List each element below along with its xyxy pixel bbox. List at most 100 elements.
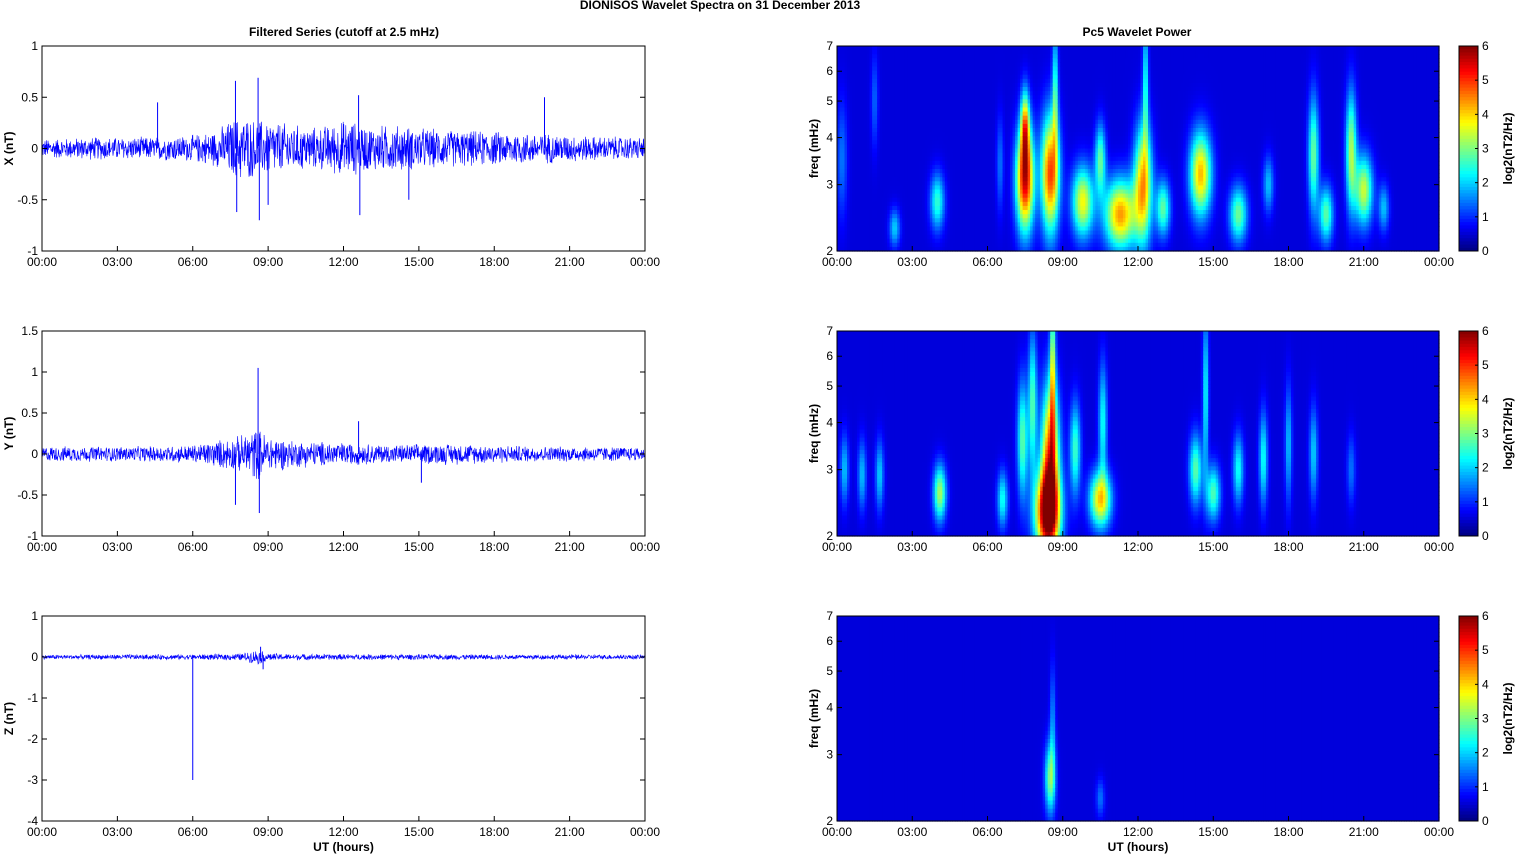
colorbar-tick-label: 1 [1482, 495, 1489, 509]
y-tick-label: -2 [27, 732, 38, 746]
colorbar-tick-label: 2 [1482, 176, 1489, 190]
y-axis-label: freq (mHz) [807, 689, 821, 748]
colorbar-tick-label: 5 [1482, 73, 1489, 87]
right-column-title: Pc5 Wavelet Power [1083, 25, 1192, 39]
x-tick-label: 15:00 [1198, 255, 1228, 269]
y-tick-label: 5 [826, 94, 833, 108]
colorbar-tick-label: 2 [1482, 461, 1489, 475]
colorbar-tick-label: 4 [1482, 677, 1489, 691]
colorbar-label: log2(nT2/Hz) [1501, 398, 1515, 470]
x-tick-label: 21:00 [1349, 540, 1379, 554]
y-tick-label: 3 [826, 178, 833, 192]
y-tick-label: 1 [31, 365, 38, 379]
x-tick-label: 18:00 [1273, 540, 1303, 554]
y-tick-label: 6 [826, 634, 833, 648]
x-tick-label: 21:00 [1349, 825, 1379, 839]
y-axis-label: Z (nT) [2, 702, 16, 735]
x-tick-label: 00:00 [630, 540, 660, 554]
series-trace-y [41, 431, 646, 480]
y-tick-label: 2 [826, 814, 833, 828]
y-tick-label: 0.5 [21, 90, 38, 104]
x-tick-label: 12:00 [1123, 540, 1153, 554]
y-tick-label: -4 [27, 814, 38, 828]
x-tick-label: 09:00 [253, 825, 283, 839]
x-tick-label: 18:00 [479, 540, 509, 554]
x-tick-label: 09:00 [253, 540, 283, 554]
colorbar [1459, 46, 1478, 252]
y-tick-label: 5 [826, 664, 833, 678]
x-tick-label: 00:00 [630, 825, 660, 839]
x-tick-label: 06:00 [972, 540, 1002, 554]
y-tick-label: -3 [27, 773, 38, 787]
colorbar-tick-label: 3 [1482, 142, 1489, 156]
y-tick-label: -1 [27, 529, 38, 543]
colorbar-tick-label: 3 [1482, 712, 1489, 726]
x-tick-label: 21:00 [555, 255, 585, 269]
colorbar-tick-label: 3 [1482, 427, 1489, 441]
colorbar-tick-label: 2 [1482, 746, 1489, 760]
series-trace-z [41, 651, 646, 665]
x-tick-label: 18:00 [1273, 825, 1303, 839]
colorbar-tick-label: 0 [1482, 529, 1489, 543]
x-tick-label: 00:00 [27, 825, 57, 839]
x-axis-label: UT (hours) [313, 840, 374, 854]
x-tick-label: 12:00 [328, 825, 358, 839]
plot-frame [41, 615, 646, 822]
x-tick-label: 03:00 [102, 540, 132, 554]
y-axis-label: X (nT) [2, 132, 16, 166]
x-tick-label: 00:00 [1424, 540, 1454, 554]
x-tick-label: 21:00 [555, 825, 585, 839]
x-tick-label: 06:00 [972, 825, 1002, 839]
y-tick-label: -0.5 [17, 488, 38, 502]
x-tick-label: 06:00 [178, 540, 208, 554]
x-tick-label: 09:00 [1048, 540, 1078, 554]
x-tick-label: 06:00 [972, 255, 1002, 269]
x-tick-label: 00:00 [27, 540, 57, 554]
heatmap-x [837, 46, 1440, 252]
x-tick-label: 00:00 [822, 540, 852, 554]
colorbar-tick-label: 5 [1482, 358, 1489, 372]
colorbar [1459, 616, 1478, 822]
series-trace-x [41, 121, 646, 178]
x-tick-label: 15:00 [1198, 825, 1228, 839]
x-axis-label: UT (hours) [1108, 840, 1169, 854]
plot-frame [41, 330, 646, 537]
x-tick-label: 09:00 [1048, 255, 1078, 269]
x-tick-label: 12:00 [328, 540, 358, 554]
heatmap-z [837, 616, 1440, 822]
x-tick-label: 00:00 [1424, 255, 1454, 269]
x-tick-label: 21:00 [555, 540, 585, 554]
left-column-title: Filtered Series (cutoff at 2.5 mHz) [249, 25, 439, 39]
y-tick-label: -1 [27, 691, 38, 705]
x-tick-label: 15:00 [1198, 540, 1228, 554]
colorbar-label: log2(nT2/Hz) [1501, 683, 1515, 755]
y-axis-label: Y (nT) [2, 417, 16, 451]
x-tick-label: 03:00 [897, 825, 927, 839]
y-tick-label: 7 [826, 609, 833, 623]
y-tick-label: 6 [826, 349, 833, 363]
x-tick-label: 00:00 [1424, 825, 1454, 839]
y-tick-label: 1 [31, 609, 38, 623]
x-tick-label: 03:00 [897, 255, 927, 269]
y-tick-label: 0 [31, 650, 38, 664]
y-tick-label: 6 [826, 64, 833, 78]
x-tick-label: 09:00 [1048, 825, 1078, 839]
x-tick-label: 15:00 [404, 540, 434, 554]
colorbar-tick-label: 1 [1482, 780, 1489, 794]
x-tick-label: 06:00 [178, 255, 208, 269]
y-tick-label: 4 [826, 701, 833, 715]
heatmap-y [837, 331, 1440, 537]
y-tick-label: 0 [31, 447, 38, 461]
y-tick-label: 3 [826, 748, 833, 762]
x-tick-label: 18:00 [479, 255, 509, 269]
colorbar [1459, 331, 1478, 537]
y-tick-label: -0.5 [17, 193, 38, 207]
x-tick-label: 12:00 [1123, 825, 1153, 839]
colorbar-tick-label: 6 [1482, 609, 1489, 623]
x-tick-label: 09:00 [253, 255, 283, 269]
y-tick-label: -1 [27, 244, 38, 258]
x-tick-label: 15:00 [404, 825, 434, 839]
y-tick-label: 5 [826, 379, 833, 393]
colorbar-tick-label: 5 [1482, 643, 1489, 657]
